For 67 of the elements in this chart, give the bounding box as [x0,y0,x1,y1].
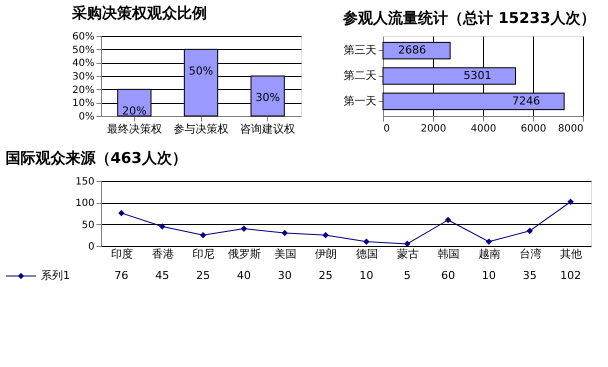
y-tick-label: 150 [75,176,94,188]
x-tick-label: 咨询建议权 [240,122,296,136]
x-tick-label: 参与决策权 [174,122,228,136]
data-label: 30% [255,91,280,104]
point [444,216,452,224]
y-tick-label: 0% [78,112,94,122]
data-label: 40 [236,269,251,282]
x-tick-label: 俄罗斯 [228,248,261,260]
data-label: 10 [482,269,496,282]
x-tick-label: 蒙古 [396,248,419,260]
x-tick-label: 印尼 [192,248,215,260]
y-tick-label: 20% [72,84,94,96]
data-label: 45 [155,269,170,282]
data-label: 5301 [464,69,492,82]
point [118,210,125,216]
chart-title: 参观人流量统计（总计 15233人次） [342,9,596,27]
point [526,228,533,234]
y-tick-label: 30% [72,72,94,82]
x-tick-label: 8000 [558,124,584,134]
x-tick-label: 印度 [110,248,133,260]
x-tick-label: 0 [384,124,390,134]
data-label: 10 [359,269,374,282]
point [486,238,492,245]
chart-title: 采购决策权观众比例 [70,4,207,22]
x-tick-label: 伊朗 [315,248,338,260]
point [567,198,574,205]
point [404,240,410,247]
x-tick-label: 香港 [152,248,174,260]
data-label: 76 [114,269,128,282]
y-tick-label: 40% [72,58,94,70]
point [240,226,248,232]
point [322,232,329,238]
y-tick-label: 第二天 [344,69,376,82]
data-label: 50% [188,64,214,78]
data-label: 2686 [398,44,426,57]
data-label: 102 [560,269,582,282]
x-tick-label: 德国 [356,248,378,260]
x-tick-label: 其他 [560,248,582,260]
x-tick-label: 6000 [520,124,546,134]
data-label: 60 [441,269,456,282]
data-label: 35 [522,269,537,282]
data-label: 25 [196,269,210,282]
x-tick-label: 越南 [478,248,500,260]
x-tick-label: 美国 [274,248,296,260]
x-tick-label: 台湾 [519,248,542,260]
point [282,230,288,236]
data-label: 20% [122,104,147,118]
y-tick-label: 50% [72,44,94,56]
legend-label: 系列1 [41,269,70,282]
point [200,232,206,238]
x-tick-label: 4000 [470,124,496,134]
data-label: 30 [278,269,292,282]
y-tick-label: 100 [75,198,94,210]
x-tick-label: 最终决策权 [106,122,162,136]
x-tick-label: 韩国 [438,248,460,260]
x-tick-label: 2000 [420,124,446,134]
chart-title: 国际观众来源（463人次） [6,149,187,167]
point [159,223,166,230]
y-tick-label: 50 [82,220,94,231]
data-label: 5 [404,269,411,282]
data-label: 7246 [512,94,540,108]
data-label: 25 [318,269,333,282]
y-tick-label: 第三天 [344,44,376,57]
point [363,238,370,245]
y-tick-label: 第一天 [344,94,376,108]
y-tick-label: 60% [72,32,94,42]
y-tick-label: 10% [72,98,94,110]
